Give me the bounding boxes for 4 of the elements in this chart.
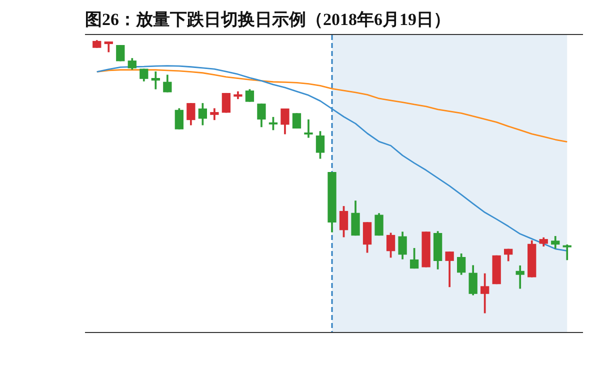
candlestick xyxy=(304,119,313,138)
candlestick xyxy=(562,244,572,260)
chart-title: 图26：放量下跌日切换日示例（2018年6月19日） xyxy=(85,8,583,35)
candlestick xyxy=(151,71,160,90)
